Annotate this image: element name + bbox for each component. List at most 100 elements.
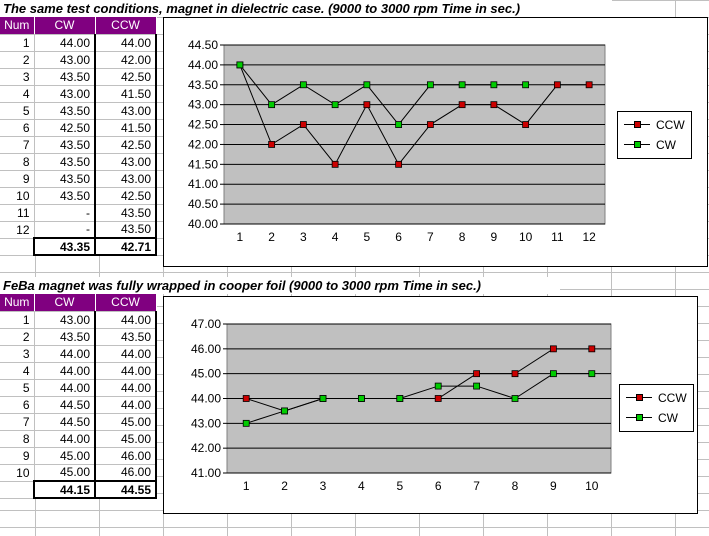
average-cw: 44.15 [34, 480, 96, 499]
x-tick-label: 6 [435, 479, 442, 493]
data-point-ccw [585, 81, 593, 89]
legend-label-ccw: CCW [656, 118, 685, 132]
y-tick-label: 40.50 [188, 197, 218, 211]
cell-cw: 43.50 [34, 102, 96, 120]
cell-num: 5 [0, 379, 35, 397]
average-ccw: 42.71 [95, 237, 157, 256]
x-tick-label: 9 [491, 230, 498, 244]
cell-ccw: 41.50 [95, 119, 157, 137]
cell-cw: - [34, 221, 96, 239]
table-row: 9 45.00 46.00 [0, 447, 157, 465]
data-point-cw [395, 121, 403, 128]
table-row: 7 44.50 45.00 [0, 413, 157, 431]
cell-ccw: 44.00 [95, 396, 157, 414]
chart-2: 41.00 42.00 43.00 44.00 45.00 46.00 47.00 1 2 3 4 5… [163, 296, 698, 514]
cell-cw: 45.00 [34, 447, 96, 465]
x-tick-label: 5 [396, 479, 403, 493]
cell-cw: 43.00 [34, 311, 96, 329]
data-point-ccw [268, 141, 276, 148]
table-row: 5 43.50 43.00 [0, 102, 157, 120]
data-point-cw [549, 370, 557, 378]
table-row: 6 42.50 41.50 [0, 119, 157, 137]
chart-1-legend: CCW CW [617, 111, 692, 159]
cell-ccw: 45.00 [95, 430, 157, 448]
data-point-cw [236, 61, 244, 69]
x-tick-label: 1 [237, 230, 244, 244]
cell-cw: 42.50 [34, 119, 96, 137]
cell-ccw: 44.00 [95, 311, 157, 329]
table-row: 12-43.50 [0, 221, 157, 239]
cell-num: 10 [0, 187, 35, 205]
data-table-2: Num CW CCW 1 43.00 44.00 2 43.50 43.50 3 44.00 4… [0, 294, 157, 499]
cell-num: 8 [0, 153, 35, 171]
cell-num: 10 [0, 464, 35, 482]
data-point-cw [490, 81, 498, 89]
chart-1-plot: 40.00 40.50 41.00 41.50 42.00 42.50 43.00 43.50… [188, 38, 606, 244]
data-point-ccw [331, 160, 339, 168]
cell-ccw: 45.00 [95, 413, 157, 431]
column-header-num: Num [0, 17, 35, 35]
cell-num: 4 [0, 85, 35, 103]
table-row: 1 44.00 44.00 [0, 34, 157, 52]
cell-cw: 44.50 [34, 413, 96, 431]
chart-2-legend: CCW CW [619, 384, 694, 432]
x-tick-label: 6 [395, 230, 402, 244]
data-table-1: Num CW CCW 1 44.00 44.00 2 43.00 42.00 3 43.50 4… [0, 17, 157, 256]
section2-title: FeBa magnet was fully wrapped in cooper … [0, 277, 560, 294]
data-point-cw [434, 382, 442, 390]
cell-num [0, 237, 35, 256]
cell-cw: 45.00 [34, 464, 96, 482]
cell-num: 7 [0, 413, 35, 431]
y-tick-label: 41.00 [188, 177, 218, 191]
cell-ccw: 42.00 [95, 51, 157, 69]
x-tick-label: 4 [358, 479, 365, 493]
cell-cw: - [34, 204, 96, 222]
data-point-ccw [434, 395, 442, 402]
column-header-cw: CW [34, 17, 96, 35]
totals-row: 44.15 44.55 [0, 480, 157, 499]
cell-num: 2 [0, 51, 35, 69]
data-point-ccw [299, 121, 307, 128]
data-point-cw [331, 101, 339, 109]
cell-cw: 43.50 [34, 153, 96, 171]
x-tick-label: 7 [473, 479, 480, 493]
table-row: 10 45.00 46.00 [0, 464, 157, 482]
data-point-cw [511, 395, 519, 402]
data-point-cw [319, 395, 327, 402]
table-row: 3 44.00 44.00 [0, 345, 157, 363]
cell-num: 6 [0, 396, 35, 414]
x-tick-label: 4 [332, 230, 339, 244]
cell-cw: 43.50 [34, 328, 96, 346]
y-tick-label: 41.00 [191, 466, 221, 480]
chart-2-plot: 41.00 42.00 43.00 44.00 45.00 46.00 47.00 1 2 3 4 5… [191, 317, 612, 493]
cell-ccw: 43.50 [95, 204, 157, 222]
data-point-ccw [363, 101, 371, 109]
cell-num: 6 [0, 119, 35, 137]
cell-ccw: 44.00 [95, 379, 157, 397]
x-tick-label: 5 [364, 230, 371, 244]
column-header-ccw: CCW [95, 294, 157, 312]
y-tick-label: 46.00 [191, 342, 221, 356]
data-point-ccw [522, 121, 530, 128]
cell-num: 11 [0, 204, 35, 222]
y-tick-label: 40.00 [188, 217, 218, 231]
cell-num: 1 [0, 311, 35, 329]
column-header-ccw: CCW [95, 17, 157, 35]
cell-ccw: 43.00 [95, 153, 157, 171]
y-tick-label: 42.00 [191, 441, 221, 455]
x-tick-label: 8 [512, 479, 519, 493]
data-point-ccw [458, 101, 466, 109]
cell-ccw: 43.00 [95, 170, 157, 188]
data-point-ccw [242, 395, 250, 402]
cell-ccw: 43.50 [95, 328, 157, 346]
x-tick-label: 1 [243, 479, 250, 493]
table-row: 1 43.00 44.00 [0, 311, 157, 329]
series-line-cw [246, 373, 592, 424]
legend-item-ccw: CCW [626, 388, 687, 408]
cell-num [0, 480, 35, 499]
y-tick-label: 41.50 [188, 157, 218, 171]
cell-ccw: 43.00 [95, 102, 157, 120]
cell-num: 7 [0, 136, 35, 154]
data-point-ccw [426, 121, 434, 128]
cell-cw: 44.50 [34, 396, 96, 414]
